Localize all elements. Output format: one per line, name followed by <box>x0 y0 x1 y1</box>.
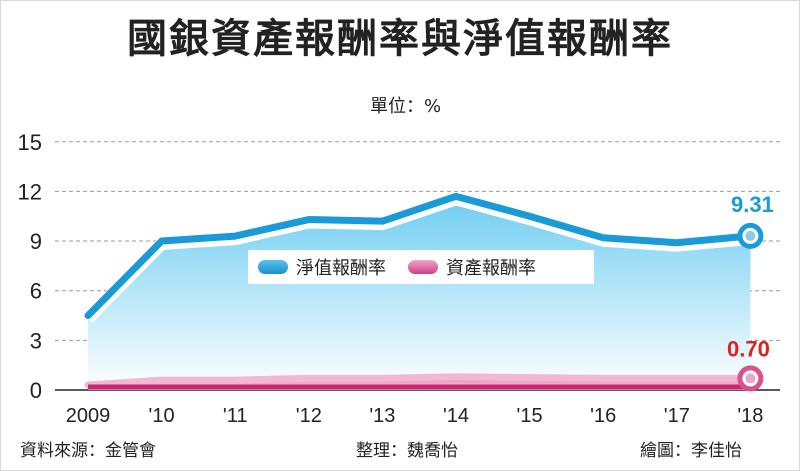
legend-swatch-roe <box>258 260 288 274</box>
artist-credit: 繪圖：李佳怡 <box>640 441 742 461</box>
legend-label-roe: 淨值報酬率 <box>296 258 386 279</box>
x-tick-label: '10 <box>149 405 175 427</box>
x-tick-label: '15 <box>517 405 543 427</box>
y-tick-label: 3 <box>30 328 42 353</box>
legend-swatch-roa <box>408 260 438 274</box>
unit-label: 單位：% <box>370 96 442 117</box>
legend: 淨值報酬率 資產報酬率 <box>248 250 594 284</box>
x-tick-label: '12 <box>296 405 322 427</box>
source-note: 資料來源：金管會 <box>20 441 156 461</box>
legend-label-roa: 資產報酬率 <box>446 258 536 279</box>
y-tick-label: 0 <box>30 378 42 403</box>
roe-end-value: 9.31 <box>731 192 774 217</box>
legend-item-roe: 淨值報酬率 <box>258 254 386 280</box>
roe-line <box>84 192 754 320</box>
legend-item-roa: 資產報酬率 <box>408 254 536 280</box>
x-tick-label: '11 <box>223 405 248 427</box>
x-tick-label: '14 <box>443 405 469 427</box>
y-tick-label: 6 <box>30 279 42 304</box>
roe-end-marker-core <box>745 230 756 241</box>
x-tick-label: '16 <box>590 405 616 427</box>
y-tick-label: 12 <box>18 179 42 204</box>
roa-line <box>84 373 754 389</box>
x-tick-label: '18 <box>737 405 763 427</box>
roe-area <box>88 196 751 390</box>
x-tick-label: '17 <box>664 405 690 427</box>
x-tick-label: '13 <box>369 405 395 427</box>
roa-end-marker-core <box>745 373 756 384</box>
chart-title: 國銀資產報酬率與淨值報酬率 <box>127 16 673 62</box>
y-tick-label: 15 <box>18 130 42 155</box>
editor-credit: 整理：魏喬怡 <box>356 441 458 461</box>
roa-end-value: 0.70 <box>727 336 770 361</box>
x-tick-label: 2009 <box>66 405 111 427</box>
y-tick-label: 9 <box>30 229 42 254</box>
